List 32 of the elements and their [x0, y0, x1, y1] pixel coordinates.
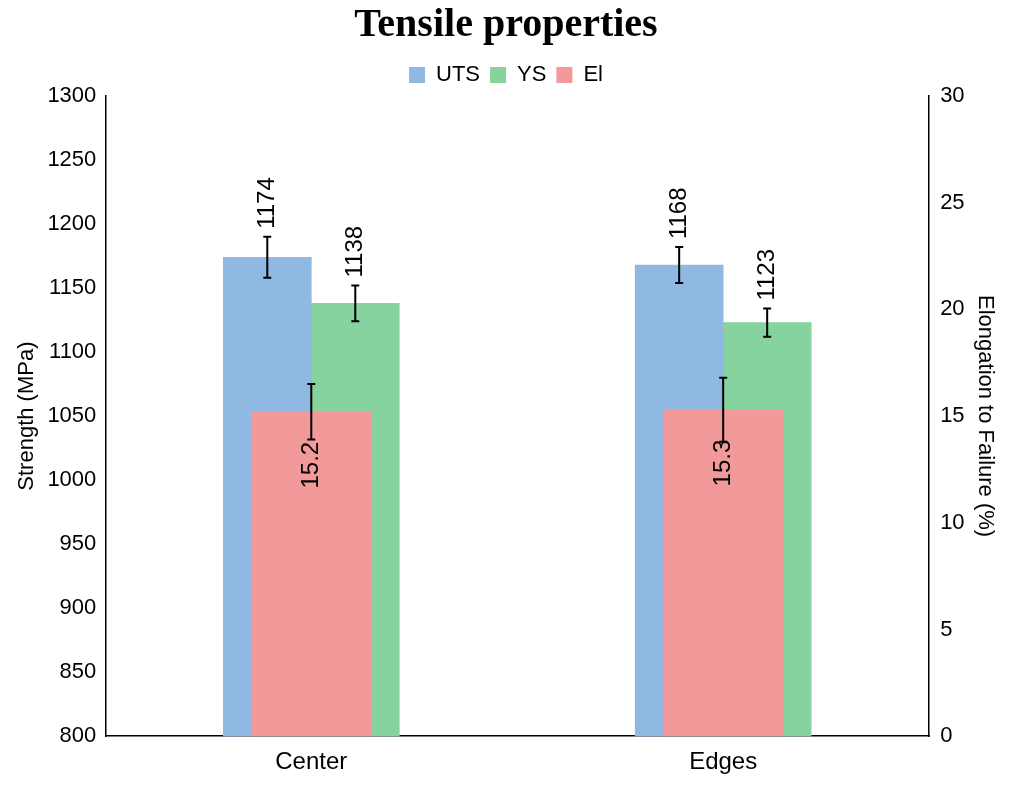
y-tick-label: 1000: [47, 466, 97, 492]
data-label: 15.2: [295, 441, 323, 489]
legend-label: UTS: [436, 61, 481, 87]
y-tick-label: 850: [59, 658, 97, 684]
y-tick-label: 900: [59, 594, 97, 620]
data-label: 15.3: [707, 439, 735, 487]
x-tick-label: Edges: [689, 747, 758, 775]
y2-tick-label: 30: [940, 82, 965, 108]
data-label: 1123: [751, 248, 779, 301]
y2-tick-label: 25: [940, 188, 965, 214]
y-axis-title: Strength (MPa): [13, 341, 39, 491]
y-tick-label: 950: [59, 530, 97, 556]
y-tick-label: 1250: [47, 146, 97, 172]
y-tick-label: 1300: [47, 82, 97, 108]
y-tick-label: 1050: [47, 402, 97, 428]
legend-label: YS: [517, 61, 547, 87]
data-label: 1168: [663, 187, 691, 240]
y2-tick-label: 5: [940, 615, 953, 641]
y-tick-label: 1200: [47, 210, 97, 236]
y2-axis-title: Elongation to Failure (%): [973, 295, 999, 538]
y2-tick-label: 0: [940, 722, 953, 748]
y2-tick-label: 20: [940, 295, 965, 321]
legend-label: El: [583, 61, 603, 87]
y2-tick-label: 15: [940, 402, 965, 428]
y2-tick-label: 10: [940, 508, 965, 534]
y-tick-label: 800: [59, 722, 97, 748]
y-tick-label: 1150: [49, 274, 97, 300]
y-tick-label: 1100: [49, 338, 97, 364]
data-label: 1174: [251, 177, 279, 229]
data-label: 1138: [339, 225, 367, 278]
x-tick-label: Center: [275, 747, 348, 775]
chart-title: Tensile properties: [354, 0, 658, 46]
